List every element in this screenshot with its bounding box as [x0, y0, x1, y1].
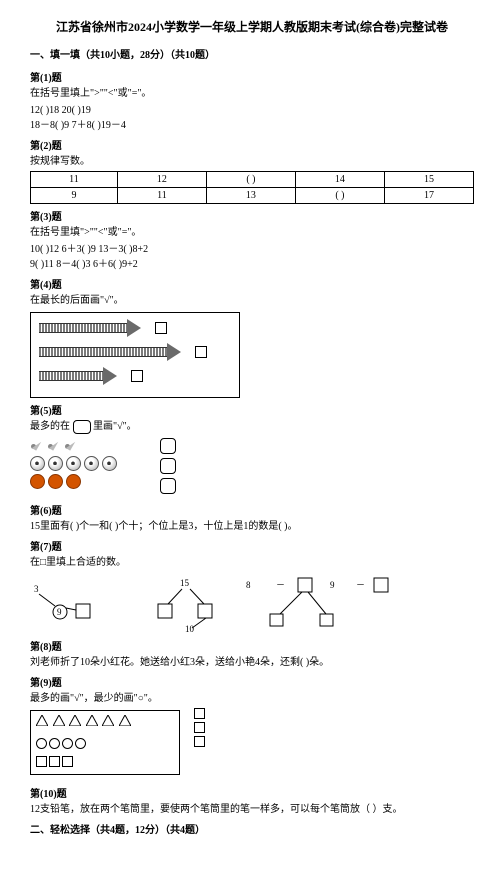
- cell: 17: [384, 188, 473, 204]
- q7-head: 第(7)题: [30, 540, 474, 555]
- table-row: 11 12 ( ) 14 15: [31, 172, 474, 188]
- svg-text:15: 15: [180, 578, 190, 588]
- q5-text: 最多的在 里画"√"。: [30, 419, 474, 434]
- q10-text: 12支铅笔，放在两个笔筒里，要使两个笔筒里的笔一样多，可以每个笔筒放（ ）支。: [30, 802, 474, 817]
- q6-head: 第(6)题: [30, 504, 474, 519]
- svg-text:8: 8: [246, 580, 251, 590]
- exam-title: 江苏省徐州市2024小学数学一年级上学期人教版期末考试(综合卷)完整试卷: [30, 18, 474, 36]
- q6-text: 15里面有( )个一和( )个十；个位上是3，十位上是1的数是( )。: [30, 519, 474, 534]
- cell: 15: [384, 172, 473, 188]
- q5-answer-boxes: [160, 438, 176, 498]
- svg-text:10: 10: [185, 624, 195, 634]
- svg-text:9: 9: [330, 580, 335, 590]
- q3-line1: 10( )12 6＋3( )9 13－3( )8+2: [30, 242, 474, 257]
- q7-text: 在□里填上合适的数。: [30, 555, 474, 570]
- triangle-row: [36, 715, 174, 731]
- cell: ( ): [295, 188, 384, 204]
- q1-line1: 12( )18 20( )19: [30, 103, 474, 118]
- square-row: [36, 752, 174, 767]
- arrow-2: [39, 343, 235, 361]
- q8-head: 第(8)题: [30, 640, 474, 655]
- q5-text-prefix: 最多的在: [30, 421, 70, 432]
- q9-head: 第(9)题: [30, 676, 474, 691]
- q10-head: 第(10)题: [30, 787, 474, 802]
- q5-figure: [30, 438, 474, 498]
- q1-line2: 18－8( )9 7＋8( )19－4: [30, 118, 474, 133]
- q4-figure: [30, 312, 240, 398]
- q3-line2: 9( )11 8－4( )3 6＋6( )9+2: [30, 257, 474, 272]
- checkbox-icon: [73, 420, 91, 434]
- q2-table: 11 12 ( ) 14 15 9 11 13 ( ) 17: [30, 171, 474, 204]
- q5-head: 第(5)题: [30, 404, 474, 419]
- cell: 14: [295, 172, 384, 188]
- table-row: 9 11 13 ( ) 17: [31, 188, 474, 204]
- svg-text:9: 9: [57, 607, 62, 617]
- q2-text: 按规律写数。: [30, 154, 474, 169]
- q3-text: 在括号里填">""<"或"="。: [30, 225, 474, 240]
- cell: 9: [31, 188, 118, 204]
- q9-text: 最多的画"√"，最少的画"○"。: [30, 691, 474, 706]
- circle-row: [36, 734, 174, 749]
- cell: 11: [117, 188, 206, 204]
- q9-figure: [30, 710, 180, 775]
- soccer-row: [30, 456, 150, 471]
- q4-text: 在最长的后面画"√"。: [30, 293, 474, 308]
- q4-head: 第(4)题: [30, 278, 474, 293]
- svg-text:－: －: [356, 580, 365, 590]
- section-2: 二、轻松选择（共4题，12分）（共4题）: [30, 823, 474, 838]
- q5-text-suffix: 里画"√"。: [93, 421, 137, 432]
- cell: 11: [31, 172, 118, 188]
- section-1: 一、填一填（共10小题，28分）（共10题）: [30, 48, 474, 63]
- cell: 13: [206, 188, 295, 204]
- svg-text:－: －: [276, 580, 285, 590]
- cell: 12: [117, 172, 206, 188]
- q2-head: 第(2)题: [30, 139, 474, 154]
- basketball-row: [30, 474, 150, 489]
- arrow-3: [39, 367, 235, 385]
- answer-box: [194, 722, 205, 733]
- q8-text: 刘老师折了10朵小红花。她送给小红3朵，送给小艳4朵，还剩( )朵。: [30, 655, 474, 670]
- cell: ( ): [206, 172, 295, 188]
- answer-box: [194, 708, 205, 719]
- arrow-1: [39, 319, 235, 337]
- q7-figure: 3 9 15 10 8 － 9 －: [30, 574, 474, 634]
- shuttlecock-row: [30, 438, 150, 453]
- answer-box: [194, 736, 205, 747]
- svg-text:3: 3: [34, 584, 39, 594]
- q1-head: 第(1)题: [30, 71, 474, 86]
- q3-head: 第(3)题: [30, 210, 474, 225]
- q1-text: 在括号里填上">""<"或"="。: [30, 86, 474, 101]
